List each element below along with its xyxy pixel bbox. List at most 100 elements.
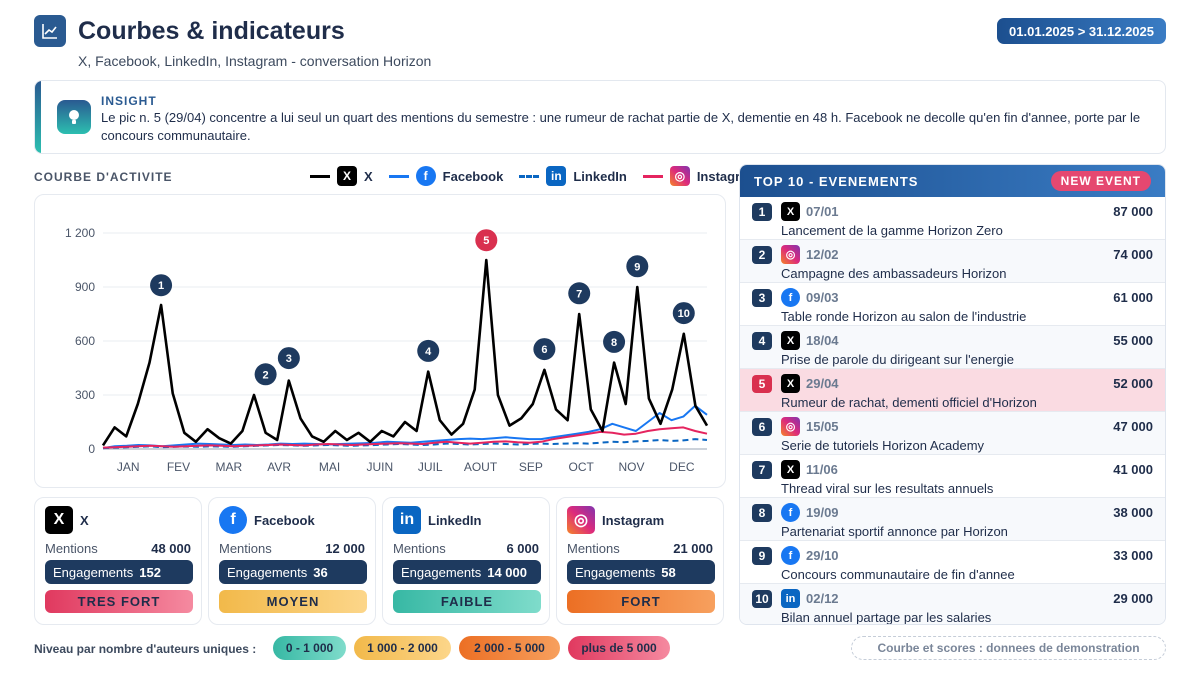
event-marker	[277, 347, 300, 370]
event-label: Thread viral sur les resultats annuels	[781, 481, 994, 496]
event-rank: 8	[752, 504, 772, 522]
insight-panel: INSIGHT Le pic n. 5 (29/04) concentre a …	[34, 80, 1166, 154]
footer-label: Niveau par nombre d'auteurs uniques :	[34, 642, 257, 656]
top-events-panel: TOP 10 - EVENEMENTS NEW EVENT 1 X 07/01 87 …	[739, 164, 1166, 625]
event-marker	[672, 302, 695, 325]
x-logo-icon: X	[45, 506, 73, 534]
event-row[interactable]: 4 X 18/04 55 000 Prise de parole du dirigean…	[740, 326, 1165, 369]
event-row[interactable]: 9 f 29/10 33 000 Concours communautaire de f…	[740, 541, 1165, 584]
event-rank: 3	[752, 289, 772, 307]
event-marker	[603, 330, 626, 353]
event-date: 11/06	[806, 462, 838, 477]
event-value: 87 000	[1113, 204, 1153, 219]
x-tick-label: AOUT	[464, 460, 498, 474]
platform-card-x[interactable]: X X Mentions 48 000 Engagements 152 TRES FORT	[34, 497, 202, 625]
x-logo-icon: X	[781, 460, 800, 479]
insight-label: INSIGHT	[101, 94, 157, 108]
mentions-value: 12 000	[325, 541, 365, 556]
legend-item-linkedin[interactable]: in LinkedIn	[519, 166, 627, 186]
event-marker-label: 8	[611, 337, 617, 349]
date-range-button[interactable]: 01.01.2025 > 31.12.2025	[997, 18, 1166, 44]
legend-line-linkedin	[519, 174, 540, 178]
level-range-pill: plus de 5 000	[568, 636, 670, 660]
platform-name: LinkedIn	[428, 513, 482, 528]
level-badge: TRES FORT	[45, 590, 193, 613]
event-rank: 5	[752, 375, 772, 393]
engagements-bar: Engagements 152	[45, 560, 193, 584]
chart-heading: COURBE D'ACTIVITE	[34, 170, 173, 184]
platform-name: X	[80, 513, 89, 528]
chart-line-icon	[34, 15, 66, 47]
new-event-badge[interactable]: NEW EVENT	[1050, 171, 1151, 191]
event-marker-label: 6	[541, 344, 547, 356]
x-tick-label: JUIN	[366, 460, 393, 474]
event-row[interactable]: 6 ◎ 15/05 47 000 Serie de tutoriels Horizon …	[740, 412, 1165, 455]
event-rank: 7	[752, 461, 772, 479]
engagements-value: 152	[139, 564, 161, 580]
legend-line-x	[310, 174, 330, 178]
event-row[interactable]: 3 f 09/03 61 000 Table ronde Horizon au salo…	[740, 283, 1165, 326]
engagements-label: Engagements	[53, 564, 134, 580]
event-value: 52 000	[1113, 376, 1153, 391]
event-value: 47 000	[1113, 419, 1153, 434]
event-label: Table ronde Horizon au salon de l'indust…	[781, 309, 1027, 324]
page-subtitle: X, Facebook, LinkedIn, Instagram - conve…	[78, 53, 432, 69]
platform-card-instagram[interactable]: ◎ Instagram Mentions 21 000 Engagements 58 FOR…	[556, 497, 724, 625]
event-value: 55 000	[1113, 333, 1153, 348]
level-badge: FORT	[567, 590, 715, 613]
x-tick-label: JUIL	[418, 460, 443, 474]
mentions-value: 6 000	[506, 541, 539, 556]
lightbulb-icon	[57, 100, 91, 134]
event-label: Rumeur de rachat, dementi officiel d'Hor…	[781, 395, 1037, 410]
engagements-label: Engagements	[227, 564, 308, 580]
event-rank: 4	[752, 332, 772, 350]
platform-card-linkedin[interactable]: in LinkedIn Mentions 6 000 Engagements 14 000…	[382, 497, 550, 625]
legend-line-instagram	[642, 174, 663, 178]
x-logo-icon: X	[781, 331, 800, 350]
legend-item-facebook[interactable]: f Facebook	[388, 166, 503, 186]
event-row[interactable]: 5 X 29/04 52 000 Rumeur de rachat, dementi o…	[740, 369, 1165, 412]
x-logo-icon: X	[781, 374, 800, 393]
instagram-logo-icon: ◎	[781, 245, 800, 264]
engagements-value: 14 000	[487, 564, 527, 580]
facebook-logo-icon: f	[781, 288, 800, 307]
y-tick-label: 600	[75, 334, 95, 348]
event-date: 02/12	[806, 591, 839, 606]
event-list: 1 X 07/01 87 000 Lancement de la gamme Horiz…	[740, 197, 1165, 624]
level-range-pill: 0 - 1 000	[273, 636, 346, 660]
top-events-title: TOP 10 - EVENEMENTS	[754, 173, 919, 189]
event-value: 61 000	[1113, 290, 1153, 305]
engagements-value: 36	[313, 564, 328, 580]
top-events-header: TOP 10 - EVENEMENTS NEW EVENT	[740, 165, 1165, 197]
event-row[interactable]: 1 X 07/01 87 000 Lancement de la gamme Horiz…	[740, 197, 1165, 240]
platform-name: Instagram	[602, 513, 665, 528]
event-marker-label: 4	[425, 346, 432, 358]
event-row[interactable]: 2 ◎ 12/02 74 000 Campagne des ambassadeurs H…	[740, 240, 1165, 283]
linkedin-logo-icon: in	[546, 166, 567, 186]
event-row[interactable]: 10 in 02/12 29 000 Bilan annuel partage par …	[740, 584, 1165, 624]
legend-label-linkedin: LinkedIn	[573, 168, 627, 184]
insight-accent-bar	[35, 81, 41, 153]
event-marker	[254, 363, 277, 386]
event-label: Campagne des ambassadeurs Horizon	[781, 266, 1007, 281]
mentions-value: 21 000	[673, 541, 713, 556]
level-range-pill: 2 000 - 5 000	[459, 636, 560, 660]
event-value: 29 000	[1113, 591, 1153, 606]
event-label: Serie de tutoriels Horizon Academy	[781, 438, 985, 453]
level-badge: MOYEN	[219, 590, 367, 613]
platform-card-facebook[interactable]: f Facebook Mentions 12 000 Engagements 36 MOYE…	[208, 497, 376, 625]
event-date: 15/05	[806, 419, 839, 434]
engagements-bar: Engagements 58	[567, 560, 715, 584]
engagements-value: 58	[661, 564, 676, 580]
event-row[interactable]: 8 f 19/09 38 000 Partenariat sportif annonce…	[740, 498, 1165, 541]
event-rank: 10	[752, 590, 772, 608]
event-date: 18/04	[806, 333, 839, 348]
y-tick-label: 1 200	[65, 226, 95, 240]
x-logo-icon: X	[337, 166, 357, 186]
legend-item-x[interactable]: X X	[310, 166, 373, 186]
y-tick-label: 300	[75, 388, 95, 402]
engagements-label: Engagements	[575, 564, 656, 580]
event-label: Prise de parole du dirigeant sur l'energ…	[781, 352, 1015, 367]
chart-legend: X X f Facebook in LinkedIn ◎ Instagram	[310, 166, 759, 186]
event-row[interactable]: 7 X 11/06 41 000 Thread viral sur les result…	[740, 455, 1165, 498]
